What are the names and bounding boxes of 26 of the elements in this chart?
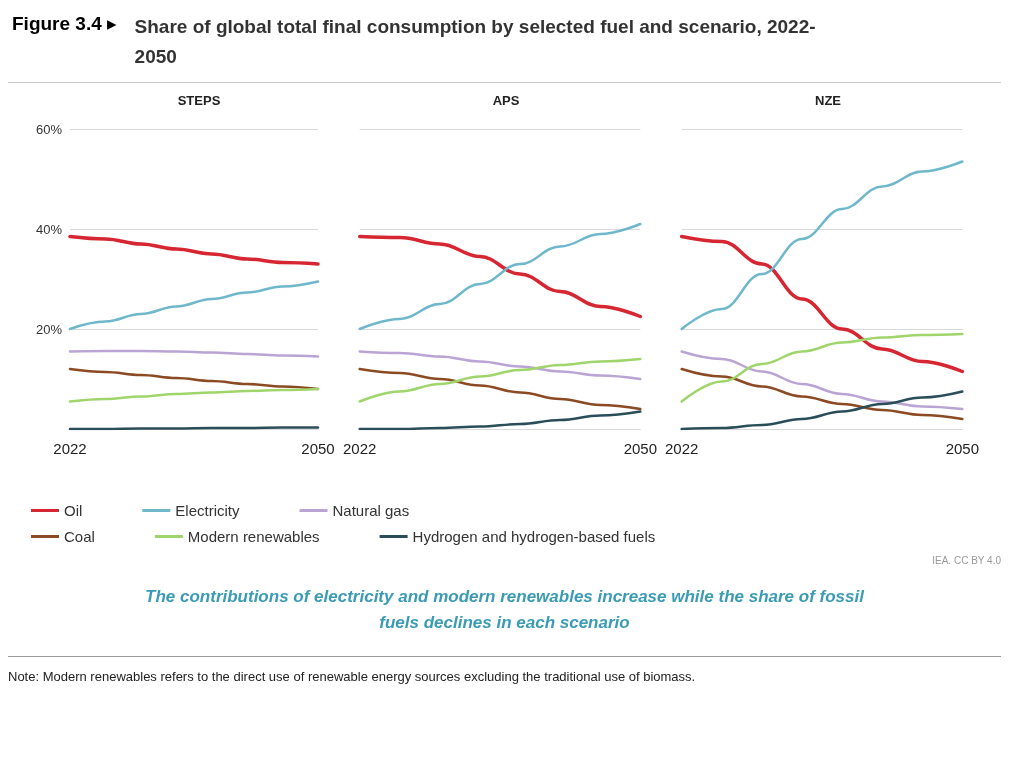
line-series [68,234,320,266]
chart-title: STEPS [177,93,221,108]
x-tick-label: 2050 [623,440,657,457]
legend-label: Natural gas [332,502,410,519]
y-tick-label: 20% [35,321,63,337]
text: IEA. CC BY 4.0 [931,555,1001,566]
x-tick-label: 2022 [665,440,699,457]
legend-label: Oil [64,502,83,519]
x-tick-label: 2022 [343,440,377,457]
x-tick-label: 2022 [53,440,87,457]
caption: Figure 3.4 ▸ [12,12,117,36]
x-tick-label: 2050 [945,440,979,457]
line-series [68,387,320,403]
legend-label: Coal [64,528,95,545]
text: Share of global total final consumption by selected fuel and scenario, 2022-2050 [134,15,817,69]
legend-label: Electricity [175,502,241,519]
text: The contributions of electricity and modern renewables increase while the share of fossil fuels declines in each scenario [144,586,866,634]
legend-label: Hydrogen and hydrogen-based fuels [412,528,656,545]
text: Note: Modern renewables refers to the direct use of renewable energy sources excluding the traditional use of biomass. [8,656,1001,687]
y-tick-label: 40% [35,221,63,237]
chart-title: NZE [815,93,842,108]
x-tick-label: 2050 [301,440,335,457]
line-series [68,280,320,331]
chart-title: APS [492,93,520,108]
legend-label: Modern renewables [187,528,320,545]
y-tick-label: 60% [35,121,63,137]
